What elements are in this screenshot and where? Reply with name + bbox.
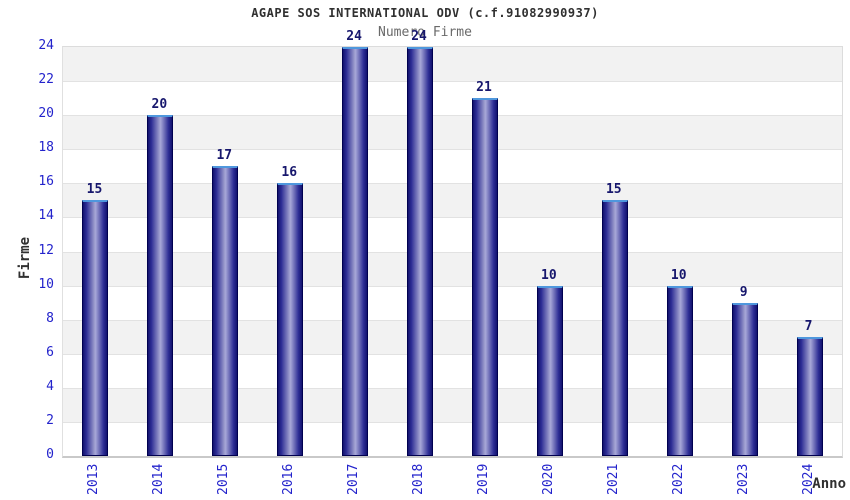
gridline: [63, 183, 842, 185]
gridline: [63, 251, 842, 253]
gridline: [63, 319, 842, 321]
bar-value-label: 16: [281, 165, 298, 181]
grid-band: [63, 251, 842, 286]
y-tick-label: 18: [38, 140, 54, 156]
y-tick-label: 2: [46, 412, 54, 428]
plot-area: [62, 46, 843, 458]
gridline: [63, 115, 842, 117]
grid-band: [63, 149, 842, 184]
grid-band: [63, 183, 842, 218]
bar-value-label: 15: [605, 182, 622, 198]
x-axis-title: Anno: [812, 476, 846, 492]
grid-band: [63, 81, 842, 116]
grid-band: [63, 353, 842, 388]
y-tick-label: 8: [46, 310, 54, 326]
chart-subtitle: Numero Firme: [378, 25, 472, 40]
y-tick-label: 10: [38, 276, 54, 292]
bar-value-label: 10: [541, 267, 557, 283]
bar-value-label: 10: [670, 267, 687, 283]
grid-band: [63, 387, 842, 422]
gridline: [63, 217, 842, 219]
bar-value-label: 20: [151, 97, 168, 113]
bar-value-label: 7: [804, 318, 813, 334]
gridline: [63, 81, 842, 83]
bar: [407, 47, 434, 456]
x-tick-label: 2023: [735, 463, 751, 495]
gridline: [63, 387, 842, 389]
gridline: [63, 149, 842, 151]
bar: [536, 285, 563, 456]
x-tick-label: 2022: [670, 463, 686, 495]
y-tick-label: 6: [46, 344, 54, 360]
bar: [666, 285, 693, 456]
bar: [731, 302, 758, 456]
y-tick-label: 4: [46, 378, 54, 394]
y-tick-label: 14: [38, 208, 54, 224]
bar-value-label: 24: [411, 29, 427, 44]
grid-band: [63, 421, 842, 456]
x-tick-label: 2017: [346, 463, 362, 495]
gridline: [63, 353, 842, 355]
gridline: [63, 421, 842, 423]
bar-value-label: 21: [476, 80, 492, 96]
bar: [82, 200, 109, 456]
bar: [471, 98, 498, 456]
gridline: [63, 285, 842, 287]
x-tick-label: 2016: [281, 463, 297, 495]
chart-title: AGAPE SOS INTERNATIONAL ODV (c.f.9108299…: [251, 6, 599, 20]
x-tick-label: 2020: [540, 463, 556, 495]
x-tick-label: 2015: [216, 463, 232, 495]
y-tick-label: 16: [38, 174, 54, 190]
y-tick-label: 0: [46, 447, 54, 462]
bar-value-label: 24: [346, 29, 362, 44]
bar: [277, 183, 304, 456]
grid-band: [63, 47, 842, 82]
bar: [212, 166, 239, 456]
bar-value-label: 17: [216, 148, 233, 164]
y-tick-label: 12: [38, 242, 54, 258]
bar: [601, 200, 628, 456]
x-tick-label: 2014: [151, 463, 167, 495]
grid-band: [63, 319, 842, 354]
bar: [342, 47, 369, 456]
y-tick-label: 22: [38, 72, 54, 88]
x-tick-label: 2021: [605, 463, 621, 495]
grid-band: [63, 217, 842, 252]
x-tick-label: 2018: [411, 463, 427, 495]
bar-value-label: 9: [739, 284, 748, 300]
grid-band: [63, 285, 842, 320]
grid-band: [63, 115, 842, 150]
x-tick-label: 2013: [86, 463, 102, 495]
y-tick-label: 20: [38, 106, 54, 122]
y-tick-label: 24: [38, 38, 54, 53]
bar-value-label: 15: [86, 182, 103, 198]
x-tick-label: 2019: [475, 463, 491, 495]
bar: [147, 115, 174, 456]
bar: [796, 336, 823, 456]
